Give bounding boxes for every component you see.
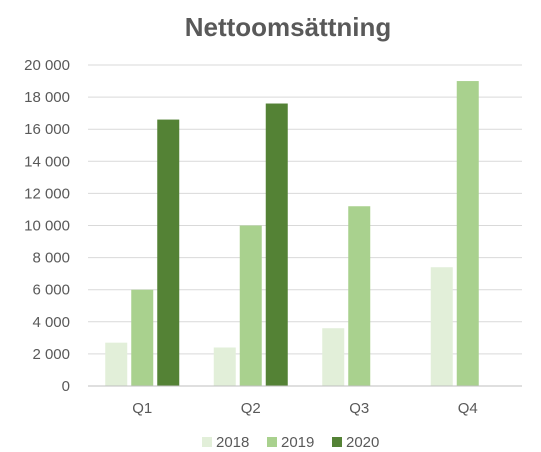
bar-2018-Q2 [213, 347, 236, 386]
bar-2020-Q2 [265, 103, 288, 387]
bar-2019-Q2 [239, 225, 262, 386]
x-category-label: Q2 [241, 400, 261, 417]
legend-swatch-2018 [202, 437, 212, 447]
y-tick-label: 16 000 [24, 121, 70, 138]
bar-2019-Q4 [456, 81, 479, 387]
legend-label: 2020 [346, 434, 379, 451]
legend-swatch-2019 [267, 437, 277, 447]
y-axis-ticks: 0 2 000 4 000 6 000 8 000 10 000 12 000 14 000 1… [24, 57, 70, 395]
y-tick-label: 8 000 [32, 250, 70, 267]
y-tick-label: 0 [62, 378, 70, 395]
legend-label: 2018 [216, 434, 249, 451]
y-tick-label: 2 000 [32, 346, 70, 363]
bar-2018-Q3 [322, 328, 345, 386]
x-category-label: Q3 [349, 400, 369, 417]
y-tick-label: 4 000 [32, 314, 70, 331]
bar-2018-Q4 [430, 267, 453, 386]
chart-title: Nettoomsättning [185, 12, 392, 42]
y-tick-label: 14 000 [24, 153, 70, 170]
y-tick-label: 10 000 [24, 218, 70, 235]
bar-2019-Q1 [131, 289, 154, 386]
bars [105, 81, 479, 387]
legend-label: 2019 [281, 434, 314, 451]
y-tick-label: 12 000 [24, 185, 70, 202]
legend: 2018 2019 2020 [202, 434, 379, 451]
bar-2019-Q3 [348, 206, 371, 386]
x-axis: Q1 Q2 Q3 Q4 [88, 385, 522, 417]
y-tick-label: 20 000 [24, 57, 70, 74]
legend-swatch-2020 [332, 437, 342, 447]
y-tick-label: 18 000 [24, 89, 70, 106]
x-category-label: Q1 [132, 400, 152, 417]
x-category-label: Q4 [458, 400, 478, 417]
bar-2020-Q1 [157, 119, 180, 386]
y-tick-label: 6 000 [32, 282, 70, 299]
bar-2018-Q1 [105, 342, 128, 386]
